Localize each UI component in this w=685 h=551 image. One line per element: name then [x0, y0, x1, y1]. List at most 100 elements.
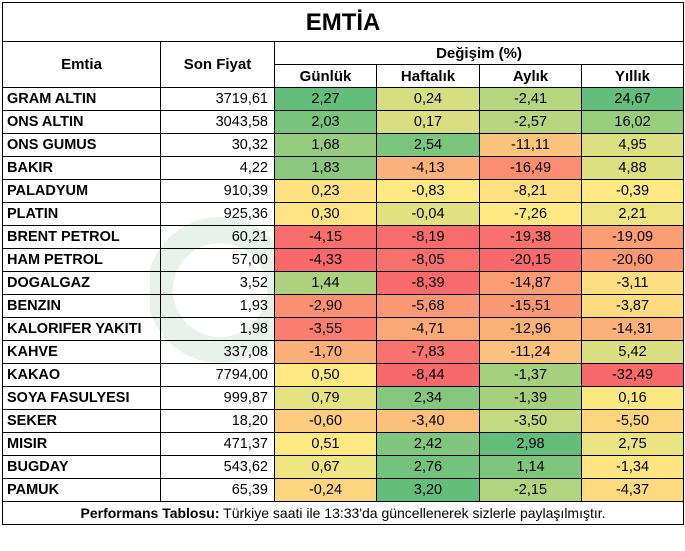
change-monthly: -2,15: [479, 478, 582, 502]
table-row: BENZIN 1,93 -2,90 -5,68 -15,51 -3,87: [2, 294, 685, 318]
change-monthly: -1,39: [479, 386, 582, 410]
table-row: KALORIFER YAKITI 1,98 -3,55 -4,71 -12,96 -14,…: [2, 317, 685, 341]
table-row: BUGDAY 543,62 0,67 2,76 1,14 -1,34: [2, 455, 685, 479]
table-row: MISIR 471,37 0,51 2,42 2,98 2,75: [2, 432, 685, 456]
header-daily: Günlük: [274, 64, 377, 88]
change-monthly: -11,24: [479, 340, 582, 364]
change-weekly: 3,20: [376, 478, 480, 502]
commodity-name: HAM PETROL: [2, 248, 161, 272]
change-weekly: -8,19: [376, 225, 480, 249]
commodity-name: SOYA FASULYESI: [2, 386, 161, 410]
commodity-name: MISIR: [2, 432, 161, 456]
commodity-name: KALORIFER YAKITI: [2, 317, 161, 341]
last-price: 3,52: [160, 271, 275, 295]
change-monthly: -11,11: [479, 133, 582, 157]
change-daily: -2,90: [274, 294, 377, 318]
change-weekly: -5,68: [376, 294, 480, 318]
change-weekly: -0,83: [376, 179, 480, 203]
footer-note: Performans Tablosu: Türkiye saati ile 13…: [1, 501, 685, 525]
commodity-name: ONS ALTIN: [2, 110, 161, 134]
change-daily: 1,68: [274, 133, 377, 157]
change-weekly: -8,39: [376, 271, 480, 295]
change-daily: -0,24: [274, 478, 377, 502]
change-monthly: -19,38: [479, 225, 582, 249]
table-title: EMTİA: [1, 2, 685, 42]
commodity-name: ONS GUMUS: [2, 133, 161, 157]
commodity-name: DOGALGAZ: [2, 271, 161, 295]
last-price: 1,98: [160, 317, 275, 341]
header-commodity: Emtia: [2, 41, 161, 88]
change-yearly: -3,11: [580, 271, 685, 295]
commodity-name: KAKAO: [2, 363, 161, 387]
last-price: 30,32: [160, 133, 275, 157]
last-price: 18,20: [160, 409, 275, 433]
last-price: 999,87: [160, 386, 275, 410]
change-yearly: 24,67: [580, 87, 685, 111]
change-yearly: 0,16: [580, 386, 685, 410]
change-daily: 0,67: [274, 455, 377, 479]
change-weekly: -7,83: [376, 340, 480, 364]
table-row: SOYA FASULYESI 999,87 0,79 2,34 -1,39 0,16: [2, 386, 685, 410]
change-daily: -4,15: [274, 225, 377, 249]
change-monthly: 1,14: [479, 455, 582, 479]
commodity-name: PALADYUM: [2, 179, 161, 203]
table-row: HAM PETROL 57,00 -4,33 -8,05 -20,15 -20,60: [2, 248, 685, 272]
change-weekly: 2,34: [376, 386, 480, 410]
header-last-price: Son Fiyat: [160, 41, 275, 88]
last-price: 337,08: [160, 340, 275, 364]
change-yearly: -3,87: [580, 294, 685, 318]
commodity-name: KAHVE: [2, 340, 161, 364]
change-monthly: 2,98: [479, 432, 582, 456]
change-weekly: 0,17: [376, 110, 480, 134]
header-change-group: Değişim (%): [273, 41, 685, 65]
commodity-name: PLATIN: [2, 202, 161, 226]
last-price: 471,37: [160, 432, 275, 456]
change-yearly: 4,88: [580, 156, 685, 180]
table-row: DOGALGAZ 3,52 1,44 -8,39 -14,87 -3,11: [2, 271, 685, 295]
table-row: PLATIN 925,36 0,30 -0,04 -7,26 2,21: [2, 202, 685, 226]
table-row: BRENT PETROL 60,21 -4,15 -8,19 -19,38 -19,09: [2, 225, 685, 249]
change-weekly: -4,71: [376, 317, 480, 341]
footer-label: Performans Tablosu:: [80, 504, 220, 521]
last-price: 57,00: [160, 248, 275, 272]
change-daily: 1,44: [274, 271, 377, 295]
change-daily: -1,70: [274, 340, 377, 364]
header-weekly: Haftalık: [376, 64, 480, 88]
change-daily: -3,55: [274, 317, 377, 341]
change-daily: 1,83: [274, 156, 377, 180]
table-body: GRAM ALTIN 3719,61 2,27 0,24 -2,41 24,67 ONS A…: [2, 87, 685, 502]
change-monthly: -16,49: [479, 156, 582, 180]
change-weekly: -4,13: [376, 156, 480, 180]
last-price: 65,39: [160, 478, 275, 502]
change-monthly: -1,37: [479, 363, 582, 387]
change-monthly: -20,15: [479, 248, 582, 272]
change-weekly: -8,05: [376, 248, 480, 272]
commodity-table: EMTİA Emtia Son Fiyat Değişim (%) Günlük…: [1, 2, 685, 525]
last-price: 4,22: [160, 156, 275, 180]
change-yearly: 4,95: [580, 133, 685, 157]
commodity-name: GRAM ALTIN: [2, 87, 161, 111]
change-yearly: -4,37: [580, 478, 685, 502]
change-monthly: -2,57: [479, 110, 582, 134]
last-price: 925,36: [160, 202, 275, 226]
change-monthly: -3,50: [479, 409, 582, 433]
change-yearly: -14,31: [580, 317, 685, 341]
commodity-name: BUGDAY: [2, 455, 161, 479]
last-price: 3043,58: [160, 110, 275, 134]
change-yearly: 2,75: [580, 432, 685, 456]
change-daily: 0,23: [274, 179, 377, 203]
last-price: 1,93: [160, 294, 275, 318]
table-row: ONS GUMUS 30,32 1,68 2,54 -11,11 4,95: [2, 133, 685, 157]
last-price: 60,21: [160, 225, 275, 249]
table-row: KAKAO 7794,00 0,50 -8,44 -1,37 -32,49: [2, 363, 685, 387]
last-price: 7794,00: [160, 363, 275, 387]
commodity-name: BAKIR: [2, 156, 161, 180]
change-yearly: -20,60: [580, 248, 685, 272]
change-weekly: 0,24: [376, 87, 480, 111]
change-monthly: -2,41: [479, 87, 582, 111]
change-daily: 0,30: [274, 202, 377, 226]
change-yearly: 5,42: [580, 340, 685, 364]
change-daily: 0,79: [274, 386, 377, 410]
table-row: BAKIR 4,22 1,83 -4,13 -16,49 4,88: [2, 156, 685, 180]
